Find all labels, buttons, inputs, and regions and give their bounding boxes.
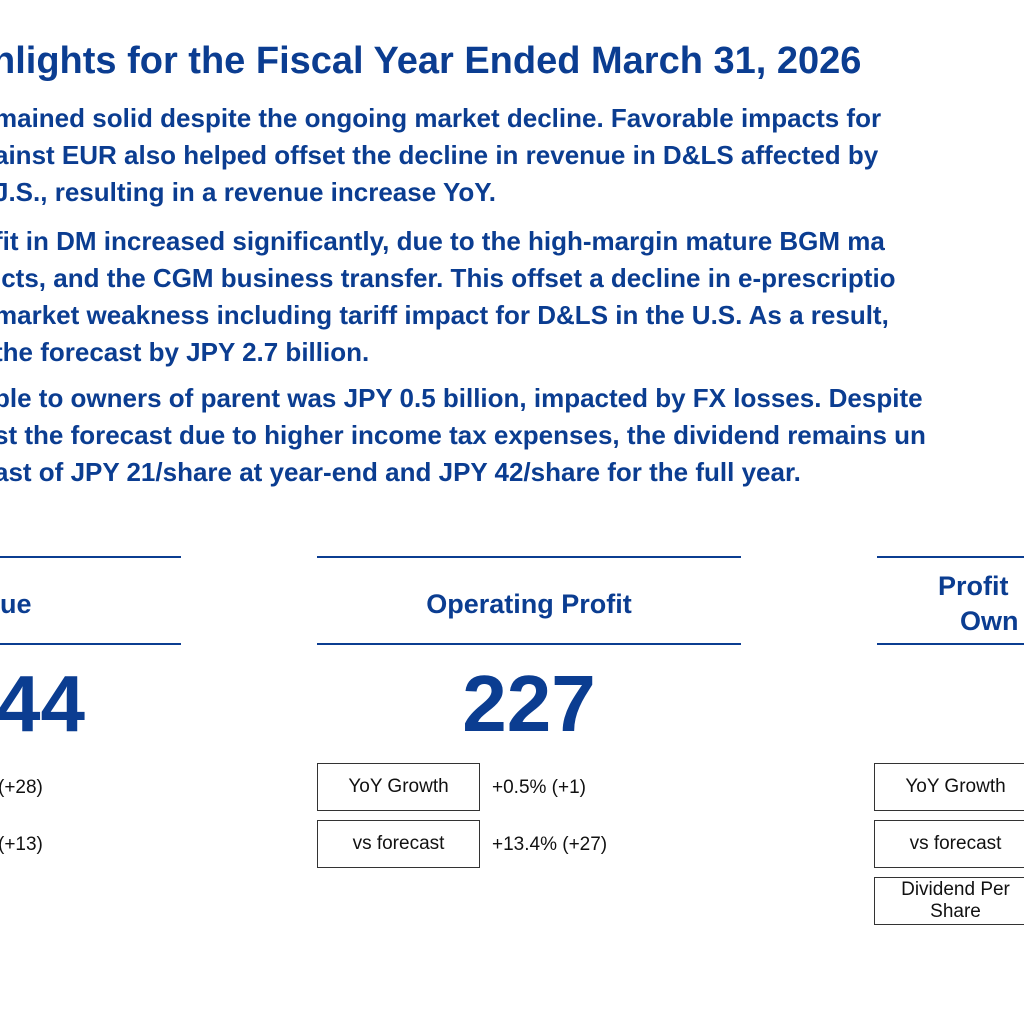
revenue-forecast-value: (+13) <box>0 834 43 855</box>
revenue-yoy-value: (+28) <box>0 777 43 798</box>
paragraph-line: J.S., resulting in a revenue increase Yo… <box>0 177 496 207</box>
slide-title: hlights for the Fiscal Year Ended March … <box>0 40 862 82</box>
operating-profit-yoy-label: YoY Growth <box>317 763 480 811</box>
paragraph-line: fit in DM increased significantly, due t… <box>0 226 885 256</box>
paragraph-profit-owners-summary: ble to owners of parent was JPY 0.5 bill… <box>0 380 926 491</box>
paragraph-operating-profit-summary: fit in DM increased significantly, due t… <box>0 223 896 371</box>
paragraph-revenue-summary: mained solid despite the ongoing market … <box>0 100 881 211</box>
profit-owners-label-line1: Profit <box>938 571 1009 601</box>
paragraph-line: ainst EUR also helped offset the decline… <box>0 140 879 170</box>
revenue-label: ue <box>0 589 32 619</box>
operating-profit-bottom-rule <box>317 643 741 645</box>
profit-owners-label-line2: Own <box>960 606 1019 636</box>
paragraph-line: ble to owners of parent was JPY 0.5 bill… <box>0 383 923 413</box>
paragraph-line: icts, and the CGM business transfer. Thi… <box>0 263 896 293</box>
revenue-bottom-rule <box>0 643 181 645</box>
revenue-value: 44 <box>0 659 85 748</box>
profit-owners-forecast-label: vs forecast <box>874 820 1024 868</box>
paragraph-line: mained solid despite the ongoing market … <box>0 103 882 133</box>
profit-owners-top-rule <box>877 556 1024 558</box>
paragraph-line: st the forecast due to higher income tax… <box>0 420 926 450</box>
paragraph-line: ast of JPY 21/share at year-end and JPY … <box>0 457 801 487</box>
operating-profit-forecast-label: vs forecast <box>317 820 480 868</box>
paragraph-line: the forecast by JPY 2.7 billion. <box>0 337 370 367</box>
profit-owners-dividend-label: Dividend Per Share <box>874 877 1024 925</box>
operating-profit-forecast-value: +13.4% (+27) <box>492 834 608 855</box>
revenue-top-rule <box>0 556 181 558</box>
profit-owners-bottom-rule <box>877 643 1024 645</box>
operating-profit-value: 227 <box>462 659 596 748</box>
paragraph-line: market weakness including tariff impact … <box>0 300 889 330</box>
operating-profit-label: Operating Profit <box>426 589 632 619</box>
operating-profit-top-rule <box>317 556 741 558</box>
operating-profit-yoy-value: +0.5% (+1) <box>492 777 586 798</box>
profit-owners-yoy-label: YoY Growth <box>874 763 1024 811</box>
